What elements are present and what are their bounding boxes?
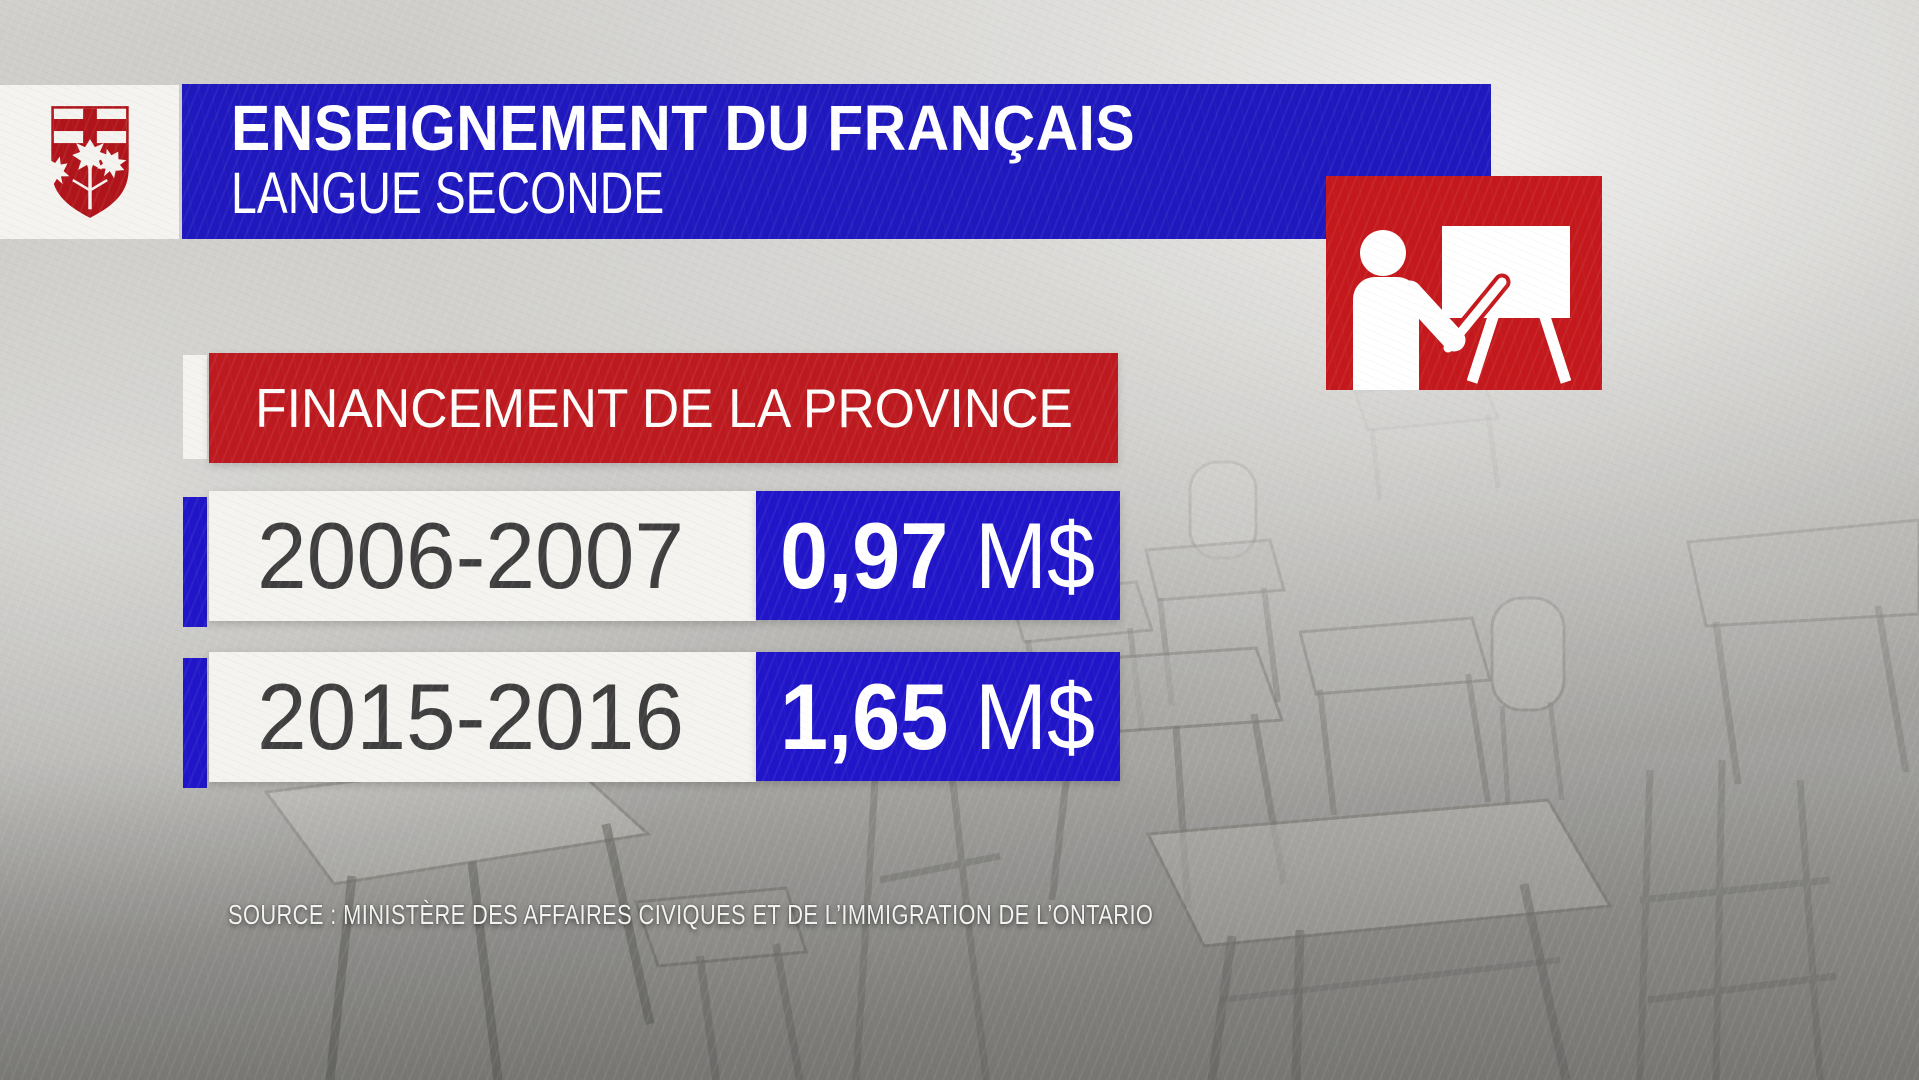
row-amount-value: 0,97 xyxy=(780,502,949,608)
row-accent xyxy=(183,497,207,627)
row-period-box: 2015-2016 xyxy=(209,652,756,782)
row-amount-box: 0,97 M$ xyxy=(756,491,1120,620)
source-note: SOURCE : MINISTÈRE DES AFFAIRES CIVIQUES… xyxy=(228,899,1154,930)
panel-heading-accent xyxy=(183,355,207,459)
row-amount-unit: M$ xyxy=(974,502,1096,608)
title-banner: ENSEIGNEMENT DU FRANÇAIS LANGUE SECONDE xyxy=(182,84,1491,239)
row-accent xyxy=(183,658,207,788)
ontario-shield-icon xyxy=(46,106,131,218)
page-title: ENSEIGNEMENT DU FRANÇAIS xyxy=(231,92,1136,164)
row-amount-box: 1,65 M$ xyxy=(756,652,1120,781)
panel-heading: FINANCEMENT DE LA PROVINCE xyxy=(209,353,1118,463)
teacher-icon-card xyxy=(1326,176,1602,390)
teacher-whiteboard-icon xyxy=(1326,176,1602,390)
row-period-label: 2006-2007 xyxy=(257,503,685,608)
row-period-label: 2015-2016 xyxy=(257,664,685,769)
logo-box xyxy=(0,85,179,239)
row-amount-unit: M$ xyxy=(974,663,1096,769)
page-subtitle: LANGUE SECONDE xyxy=(231,161,665,226)
row-period-box: 2006-2007 xyxy=(209,491,756,621)
panel-heading-label: FINANCEMENT DE LA PROVINCE xyxy=(254,377,1073,439)
row-amount-value: 1,65 xyxy=(780,663,949,769)
